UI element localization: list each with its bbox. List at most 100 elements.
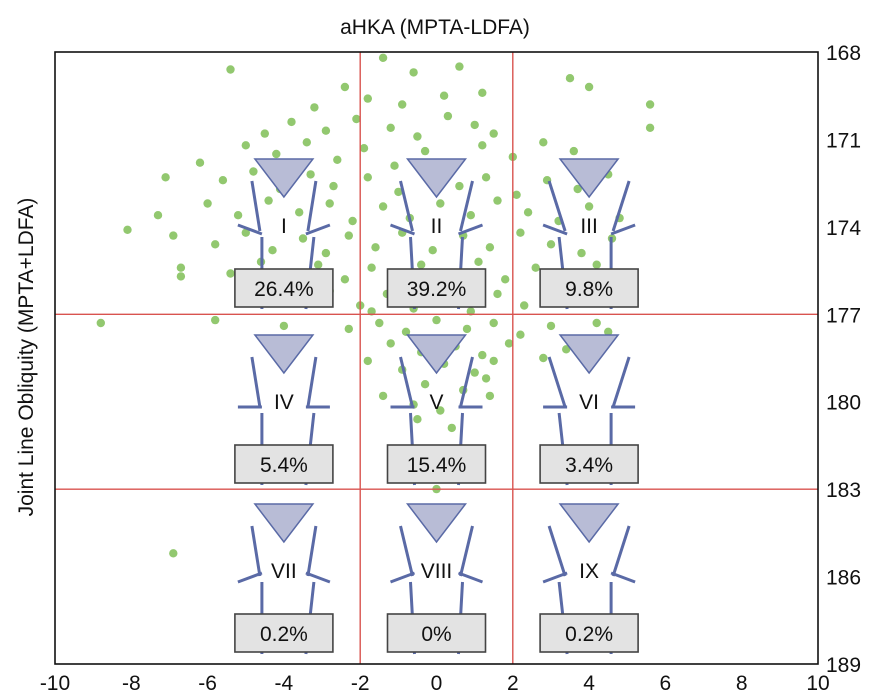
data-point: [325, 199, 334, 208]
data-point: [592, 318, 601, 328]
data-point: [501, 275, 510, 284]
data-point: [604, 327, 613, 336]
data-point: [153, 211, 163, 220]
data-point: [546, 240, 556, 249]
data-point: [645, 123, 655, 132]
data-point: [470, 368, 479, 377]
zone-ii: II 39.2%: [386, 158, 487, 310]
data-point: [302, 138, 311, 147]
data-point: [169, 549, 178, 558]
zone-i: I 26.4%: [234, 158, 334, 310]
data-point: [344, 231, 353, 240]
y-tick-label: 168: [826, 42, 861, 65]
zone-percent: 5.4%: [260, 454, 308, 477]
zone-iii: III 9.8%: [539, 158, 639, 310]
data-point: [321, 248, 331, 258]
zone-v: V 15.4%: [386, 334, 487, 486]
zone-percent: 15.4%: [407, 454, 467, 477]
data-point: [481, 374, 491, 383]
data-point: [161, 173, 170, 182]
data-point: [398, 100, 407, 109]
data-point: [241, 141, 250, 150]
joint-line-right: [305, 571, 331, 584]
zone-viii: VIII 0%: [386, 503, 487, 655]
data-point: [264, 196, 273, 205]
data-point: [493, 289, 502, 299]
data-point: [260, 129, 269, 138]
y-tick-label: 177: [826, 304, 861, 327]
x-tick-label: -6: [198, 672, 217, 695]
zone-label: VII: [271, 560, 297, 583]
data-point: [485, 391, 495, 401]
data-point: [516, 330, 525, 339]
data-point: [96, 318, 106, 328]
zone-iv: IV 5.4%: [234, 334, 334, 486]
data-point: [386, 123, 395, 132]
zone-label: IV: [274, 391, 294, 414]
data-point: [439, 91, 449, 100]
patella-triangle-icon: [405, 334, 468, 375]
data-point: [371, 243, 380, 252]
y-tick-label: 174: [826, 217, 861, 240]
x-tick-label: -8: [122, 672, 141, 695]
data-point: [592, 260, 601, 269]
data-point: [367, 307, 376, 316]
data-point: [348, 216, 357, 226]
data-point: [211, 315, 220, 325]
data-point: [466, 307, 475, 316]
zone-vii: VII 0.2%: [234, 503, 334, 655]
zone-label: V: [429, 391, 443, 414]
data-point: [295, 208, 304, 217]
percent-box: [539, 444, 639, 484]
zone-label: IX: [579, 560, 599, 583]
data-point: [539, 138, 548, 147]
zone-percent: 0.2%: [565, 623, 613, 646]
data-point: [352, 114, 361, 124]
joint-line-right: [457, 223, 484, 236]
data-point: [279, 321, 289, 331]
data-point: [420, 146, 430, 156]
data-point: [565, 74, 575, 83]
data-point: [321, 126, 331, 135]
x-tick-label: -4: [275, 672, 294, 695]
joint-line-left: [542, 223, 568, 236]
data-point: [523, 208, 533, 217]
patella-triangle-icon: [558, 503, 620, 544]
joint-line-right: [610, 571, 636, 584]
data-point: [359, 144, 369, 153]
data-point: [417, 260, 426, 269]
data-point: [409, 68, 418, 77]
zone-percent: 9.8%: [565, 278, 613, 301]
patella-triangle-icon: [405, 503, 468, 544]
data-point: [329, 181, 338, 191]
data-point: [428, 246, 437, 255]
data-point: [241, 228, 250, 237]
y-axis-label: Joint Line Obliquity (MPTA+LDFA): [15, 198, 38, 517]
data-point: [478, 88, 487, 98]
data-point: [310, 103, 319, 112]
data-point: [211, 240, 220, 249]
data-point: [493, 196, 502, 205]
data-point: [520, 301, 529, 310]
data-point: [218, 176, 228, 185]
data-point: [394, 187, 403, 197]
data-point: [378, 53, 388, 62]
data-point: [436, 406, 445, 415]
data-point: [577, 248, 586, 258]
zone-label: III: [580, 215, 598, 238]
data-point: [195, 158, 205, 167]
data-point: [489, 356, 498, 366]
zone-divider-lines: [55, 52, 818, 664]
data-point: [531, 263, 540, 272]
patella-triangle-icon: [558, 334, 620, 375]
joint-line-left: [237, 571, 263, 584]
data-point: [226, 269, 235, 278]
joint-line-left: [237, 223, 263, 236]
data-point: [287, 117, 296, 127]
x-tick-label: 4: [583, 672, 595, 695]
data-point: [413, 132, 422, 141]
data-point: [268, 246, 277, 255]
data-point: [298, 234, 308, 243]
data-point: [478, 350, 487, 360]
chart-title: aHKA (MPTA-LDFA): [340, 16, 530, 39]
